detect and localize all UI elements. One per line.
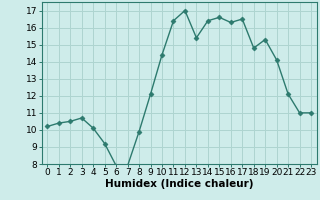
- X-axis label: Humidex (Indice chaleur): Humidex (Indice chaleur): [105, 179, 253, 189]
